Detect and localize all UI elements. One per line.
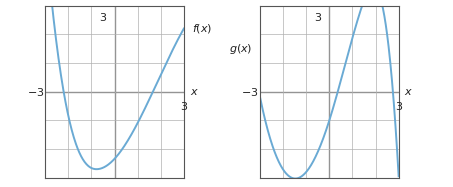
Text: $-3$: $-3$ — [321, 186, 338, 187]
Text: $g(x)$: $g(x)$ — [229, 42, 252, 56]
Text: $3$: $3$ — [180, 100, 188, 112]
Text: $f(x)$: $f(x)$ — [192, 22, 212, 35]
Text: $x$: $x$ — [405, 87, 414, 97]
Text: $-3$: $-3$ — [27, 86, 44, 98]
Text: $-3$: $-3$ — [241, 86, 259, 98]
Text: $-3$: $-3$ — [106, 186, 123, 187]
Text: $3$: $3$ — [314, 11, 322, 23]
Text: $3$: $3$ — [99, 11, 107, 23]
Text: $x$: $x$ — [190, 87, 198, 97]
Text: $3$: $3$ — [395, 100, 403, 112]
